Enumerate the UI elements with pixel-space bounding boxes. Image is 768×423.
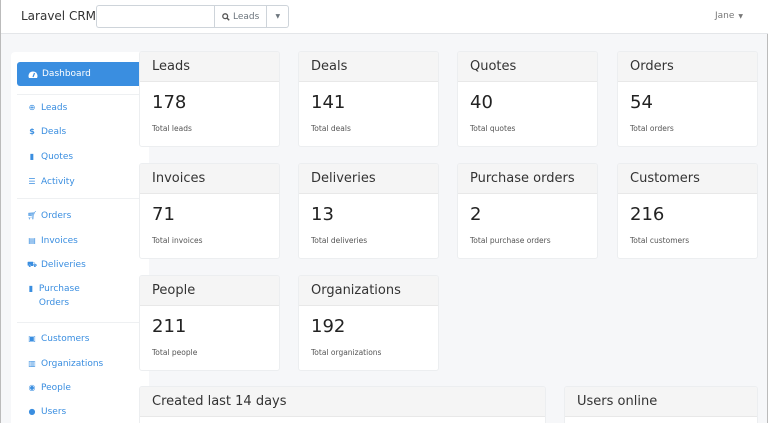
sidebar: Dashboard ⊕ Leads $ Deals ▮ Quotes ☰ Activit… — [11, 52, 149, 423]
sidebar-divider — [17, 198, 143, 199]
stat-card-organizations: Organizations 192 Total organizations — [298, 275, 439, 371]
stat-label: Total organizations — [311, 348, 382, 357]
stat-value: 178 — [152, 92, 187, 113]
cart-icon: 🛒︎ — [27, 211, 38, 220]
file-icon: ▮ — [29, 152, 35, 161]
card-title: Purchase orders — [458, 164, 597, 194]
stat-value: 192 — [311, 316, 346, 337]
sidebar-item-label: Users — [41, 407, 67, 417]
sidebar-item-customers[interactable]: ▣ Customers — [27, 332, 89, 346]
sidebar-item-users[interactable]: ● Users — [27, 405, 67, 419]
stat-card-customers: Customers 216 Total customers — [617, 163, 758, 259]
stat-value: 40 — [470, 92, 493, 113]
stat-value: 13 — [311, 204, 334, 225]
sidebar-item-label: Customers — [41, 334, 90, 344]
sidebar-item-orders[interactable]: 🛒︎ Orders — [27, 209, 71, 223]
stat-label: Total quotes — [470, 124, 516, 133]
stat-card-deliveries: Deliveries 13 Total deliveries — [298, 163, 439, 259]
sidebar-item-people[interactable]: ◉ People — [27, 381, 71, 395]
sidebar-divider — [17, 322, 143, 323]
stat-label: Total deals — [311, 124, 351, 133]
id-card-icon: ▣ — [28, 334, 36, 343]
search-button[interactable]: Leads — [214, 5, 268, 28]
stat-label: Total leads — [152, 124, 192, 133]
sidebar-item-purchase-orders[interactable]: ▮ Purchase Orders — [27, 282, 97, 310]
stat-label: Total deliveries — [311, 236, 368, 245]
tachometer-icon — [28, 70, 38, 78]
file-invoice-dollar-icon: ▮ — [28, 284, 34, 293]
stat-card-purchase-orders: Purchase orders 2 Total purchase orders — [457, 163, 598, 259]
user-name: Jane — [714, 11, 735, 21]
truck-icon: ⛟ — [27, 260, 38, 269]
card-title: Deliveries — [299, 164, 438, 194]
sidebar-item-label: Quotes — [41, 152, 74, 162]
sidebar-item-invoices[interactable]: ▤ Invoices — [27, 234, 78, 248]
card-title: Organizations — [299, 276, 438, 306]
stat-label: Total invoices — [152, 236, 203, 245]
sidebar-item-label: Orders — [41, 211, 72, 221]
user-icon: ● — [28, 407, 36, 416]
stat-label: Total customers — [630, 236, 690, 245]
search-icon — [222, 12, 230, 21]
card-title: People — [140, 276, 279, 306]
sidebar-item-label: People — [41, 383, 71, 393]
panel-title: Created last 14 days — [140, 387, 545, 417]
stat-card-people: People 211 Total people — [139, 275, 280, 371]
caret-down-icon: ▼ — [738, 12, 743, 20]
user-circle-icon: ◉ — [28, 383, 36, 392]
user-menu[interactable]: Jane ▼ — [715, 11, 743, 21]
sidebar-item-leads[interactable]: ⊕ Leads — [27, 101, 68, 115]
stat-card-invoices: Invoices 71 Total invoices — [139, 163, 280, 259]
created-last-14-days-panel: Created last 14 days — [139, 386, 546, 423]
stat-label: Total purchase orders — [470, 236, 551, 245]
sidebar-item-label: Deals — [41, 127, 67, 137]
sidebar-item-dashboard[interactable]: Dashboard — [17, 62, 143, 86]
stat-card-orders: Orders 54 Total orders — [617, 51, 758, 147]
top-navbar: Laravel CRM Leads ▼ Jane ▼ — [1, 0, 768, 34]
building-icon: ▥ — [28, 359, 36, 368]
stat-card-deals: Deals 141 Total deals — [298, 51, 439, 147]
sidebar-item-quotes[interactable]: ▮ Quotes — [27, 150, 73, 164]
tasks-icon: ☰ — [28, 177, 36, 186]
invoice-icon: ▤ — [28, 236, 36, 245]
stat-label: Total people — [152, 348, 198, 357]
panel-title: Users online — [565, 387, 757, 417]
sidebar-divider — [17, 94, 143, 95]
stat-value: 141 — [311, 92, 346, 113]
brand-link[interactable]: Laravel CRM — [21, 9, 97, 23]
card-title: Customers — [618, 164, 757, 194]
stat-card-leads: Leads 178 Total leads — [139, 51, 280, 147]
card-title: Quotes — [458, 52, 597, 82]
search-input[interactable] — [96, 5, 214, 28]
sidebar-item-label: Purchase Orders — [38, 284, 80, 308]
card-title: Leads — [140, 52, 279, 82]
card-title: Invoices — [140, 164, 279, 194]
sidebar-item-label: Leads — [41, 103, 68, 113]
stat-value: 71 — [152, 204, 175, 225]
stat-value: 216 — [630, 204, 665, 225]
crosshairs-icon: ⊕ — [28, 103, 36, 112]
sidebar-item-deliveries[interactable]: ⛟ Deliveries — [27, 258, 86, 272]
stat-value: 2 — [470, 204, 482, 225]
stat-label: Total orders — [630, 124, 674, 133]
search-button-label: Leads — [233, 11, 260, 22]
sidebar-item-label: Organizations — [41, 359, 104, 369]
sidebar-item-organizations[interactable]: ▥ Organizations — [27, 357, 103, 371]
sidebar-item-deals[interactable]: $ Deals — [27, 125, 66, 139]
sidebar-item-activity[interactable]: ☰ Activity — [27, 175, 75, 189]
sidebar-item-label: Invoices — [41, 236, 78, 246]
caret-down-icon: ▼ — [275, 13, 281, 20]
sidebar-item-label: Dashboard — [42, 69, 91, 79]
stat-value: 211 — [152, 316, 187, 337]
search-dropdown-toggle[interactable]: ▼ — [267, 5, 290, 28]
search-group: Leads ▼ — [96, 5, 290, 28]
sidebar-item-label: Activity — [41, 177, 75, 187]
card-title: Orders — [618, 52, 757, 82]
stat-value: 54 — [630, 92, 653, 113]
sidebar-item-label: Deliveries — [41, 260, 86, 270]
stat-card-quotes: Quotes 40 Total quotes — [457, 51, 598, 147]
card-title: Deals — [299, 52, 438, 82]
dollar-icon: $ — [29, 127, 35, 136]
users-online-panel: Users online — [564, 386, 758, 423]
